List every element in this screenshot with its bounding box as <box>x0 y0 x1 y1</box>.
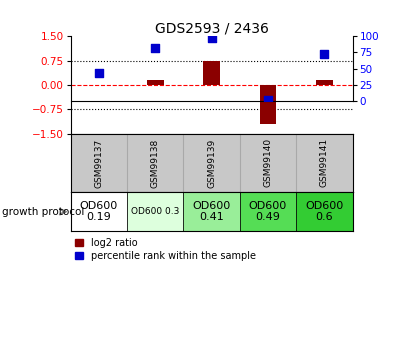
Bar <box>147 66 164 69</box>
Point <box>208 35 215 40</box>
Text: OD600
0.19: OD600 0.19 <box>80 201 118 223</box>
Bar <box>260 69 276 95</box>
Bar <box>203 52 220 69</box>
Bar <box>316 66 333 69</box>
Text: OD600 0.3: OD600 0.3 <box>131 207 179 216</box>
Point <box>265 97 271 103</box>
Text: growth protocol: growth protocol <box>2 207 84 217</box>
Point <box>96 70 102 76</box>
Bar <box>296 192 353 231</box>
Bar <box>127 192 183 231</box>
Point <box>321 51 328 57</box>
Legend: log2 ratio, percentile rank within the sample: log2 ratio, percentile rank within the s… <box>75 238 256 261</box>
Bar <box>183 192 240 231</box>
Text: GSM99141: GSM99141 <box>320 138 329 187</box>
Text: OD600
0.6: OD600 0.6 <box>305 201 343 223</box>
Text: GSM99140: GSM99140 <box>264 138 272 187</box>
Title: GDS2593 / 2436: GDS2593 / 2436 <box>155 21 268 35</box>
Bar <box>71 192 127 231</box>
Bar <box>240 192 296 231</box>
Text: GSM99139: GSM99139 <box>207 138 216 188</box>
Text: GSM99138: GSM99138 <box>151 138 160 188</box>
Text: GSM99137: GSM99137 <box>94 138 103 188</box>
Text: OD600
0.41: OD600 0.41 <box>193 201 231 223</box>
Text: OD600
0.49: OD600 0.49 <box>249 201 287 223</box>
Point <box>152 45 158 51</box>
